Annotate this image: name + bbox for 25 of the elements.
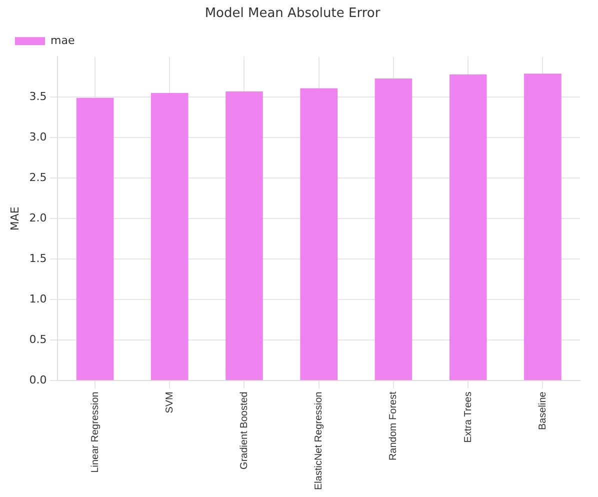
x-tick-label: Extra Trees bbox=[462, 392, 474, 443]
y-tick-label: 2.5 bbox=[29, 170, 47, 184]
bar bbox=[524, 74, 562, 380]
y-tick-label: 0.5 bbox=[29, 332, 47, 346]
y-tick-label: 2.0 bbox=[29, 211, 47, 224]
x-tick-label: Linear Regression bbox=[90, 392, 101, 473]
x-tick-label: Baseline bbox=[537, 391, 548, 430]
x-tick-label: Random Forest bbox=[388, 391, 400, 461]
y-tick-label: 1.0 bbox=[29, 292, 47, 306]
bar bbox=[374, 78, 412, 380]
y-axis-title: MAE bbox=[8, 206, 22, 231]
bar bbox=[449, 74, 487, 380]
x-tick-label: SVM bbox=[164, 392, 176, 414]
bar bbox=[300, 88, 338, 380]
bar bbox=[76, 98, 114, 380]
bar bbox=[226, 91, 263, 380]
y-tick-label: 1.5 bbox=[29, 252, 47, 265]
chart-title: Model Mean Absolute Error bbox=[204, 6, 381, 22]
y-tick-label: 0.0 bbox=[29, 373, 47, 386]
bar bbox=[150, 93, 188, 380]
x-tick-label: ElasticNet Regression bbox=[314, 392, 325, 490]
y-tick-label: 3.0 bbox=[29, 130, 47, 144]
x-tick-label: Gradient Boosted bbox=[238, 392, 250, 470]
legend-label: mae bbox=[50, 34, 75, 47]
y-tick-label: 3.5 bbox=[29, 90, 47, 103]
